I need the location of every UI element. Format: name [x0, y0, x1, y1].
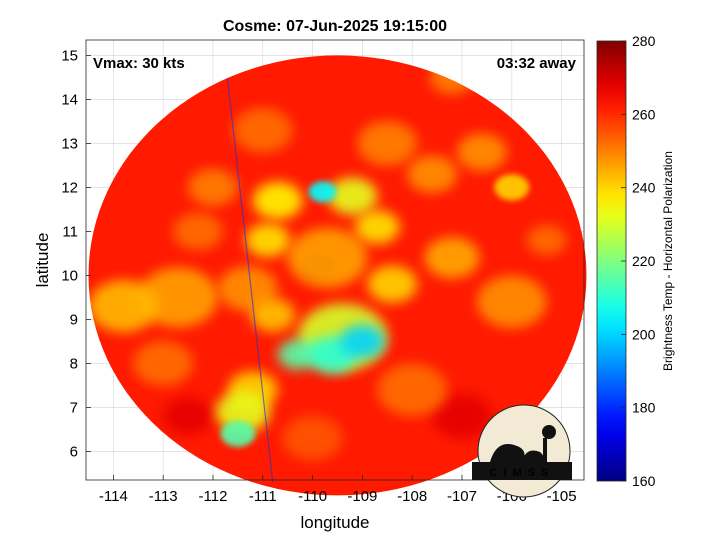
y-tick-label: 15: [61, 47, 78, 64]
colorbar-ticks: 160 180 200 220 240 260 280: [621, 33, 656, 489]
axis-ticks: -114 -113 -112 -111 -110 -109 -108 -107 -106 -105…: [61, 47, 576, 505]
vmax-annotation: Vmax: 30 kts: [93, 55, 185, 72]
y-axis-label: latitude: [33, 233, 52, 288]
brightness-temp-feature: [476, 275, 547, 328]
logo-tower: [543, 438, 547, 470]
brightness-temp-feature: [457, 133, 507, 171]
x-tick-label: -114: [99, 488, 128, 505]
colorbar-tick-label: 200: [632, 326, 656, 342]
colorbar-label: Brightness Temp - Horizontal Polarizatio…: [661, 151, 675, 371]
y-tick-label: 14: [61, 91, 78, 108]
y-tick-label: 6: [70, 443, 78, 460]
colorbar-tick-label: 180: [632, 400, 656, 416]
logo-dish-left: [490, 444, 525, 462]
brightness-temp-feature: [367, 265, 418, 303]
y-tick-label: 7: [70, 399, 78, 416]
colorbar-tick-label: 160: [632, 473, 656, 489]
brightness-temp-feature: [277, 339, 318, 370]
logo-banner: [472, 462, 572, 480]
y-tick-label: 10: [61, 267, 78, 284]
x-tick-label: -107: [447, 488, 477, 505]
colorbar-tick-label: 240: [632, 180, 656, 196]
colorbar-tick-label: 280: [632, 33, 656, 49]
brightness-temp-feature: [217, 266, 278, 312]
y-tick-label: 13: [61, 135, 78, 152]
x-tick-label: -113: [149, 488, 178, 505]
brightness-temp-feature: [432, 393, 492, 439]
brightness-temp-feature: [252, 181, 303, 220]
swath-features: [88, 60, 567, 461]
colorbar-tick-label: 220: [632, 253, 656, 269]
x-tick-label: -108: [397, 488, 427, 505]
time-away-annotation: 03:32 away: [497, 55, 577, 72]
colorbar-tick-label: 260: [632, 106, 656, 122]
y-tick-label: 12: [61, 179, 78, 196]
x-tick-label: -112: [199, 488, 228, 505]
x-tick-label: -105: [547, 488, 577, 505]
brightness-temp-feature: [163, 397, 213, 435]
logo-disc: [477, 404, 571, 498]
y-tick-label: 9: [70, 311, 78, 328]
logo-tank: [542, 425, 556, 439]
x-axis-label: longitude: [300, 513, 369, 532]
y-tick-label: 11: [62, 223, 78, 240]
brightness-temp-feature: [339, 324, 385, 359]
brightness-temp-feature: [354, 210, 400, 244]
chart-title: Cosme: 07-Jun-2025 19:15:00: [223, 18, 447, 35]
brightness-temp-feature: [308, 181, 337, 203]
x-tick-label: -111: [249, 488, 277, 505]
brightness-temp-feature: [377, 363, 448, 416]
brightness-temp-feature: [327, 177, 378, 215]
brightness-temp-feature: [407, 155, 458, 193]
brightness-temp-feature: [220, 420, 256, 447]
brightness-temp-feature: [188, 168, 238, 207]
brightness-temp-feature: [173, 212, 223, 251]
x-tick-label: -109: [347, 488, 377, 505]
brightness-temp-feature: [88, 280, 159, 333]
y-tick-label: 8: [70, 355, 78, 372]
brightness-temp-feature: [133, 340, 194, 386]
brightness-temp-feature: [250, 298, 296, 332]
brightness-temp-feature: [526, 225, 567, 256]
scan-seam: [222, 55, 274, 483]
brightness-temp-feature: [232, 107, 293, 153]
logo-text: CIMSS: [490, 467, 555, 479]
brightness-temp-feature: [287, 227, 368, 288]
brightness-temp-feature: [494, 174, 530, 201]
brightness-temp-feature: [215, 391, 271, 433]
brightness-temp-feature: [138, 267, 218, 328]
x-tick-label: -110: [298, 488, 327, 505]
axes-frame: [85, 39, 585, 481]
swath-group: [88, 55, 587, 496]
cimss-logo: CIMSS: [472, 404, 572, 498]
colorbar: 160 180 200 220 240 260 280 Brightness Temp - …: [596, 33, 675, 489]
brightness-temp-feature: [282, 415, 343, 461]
brightness-temp-feature: [424, 237, 480, 279]
brightness-temp-feature: [245, 223, 291, 258]
brightness-temp-feature: [357, 120, 418, 166]
